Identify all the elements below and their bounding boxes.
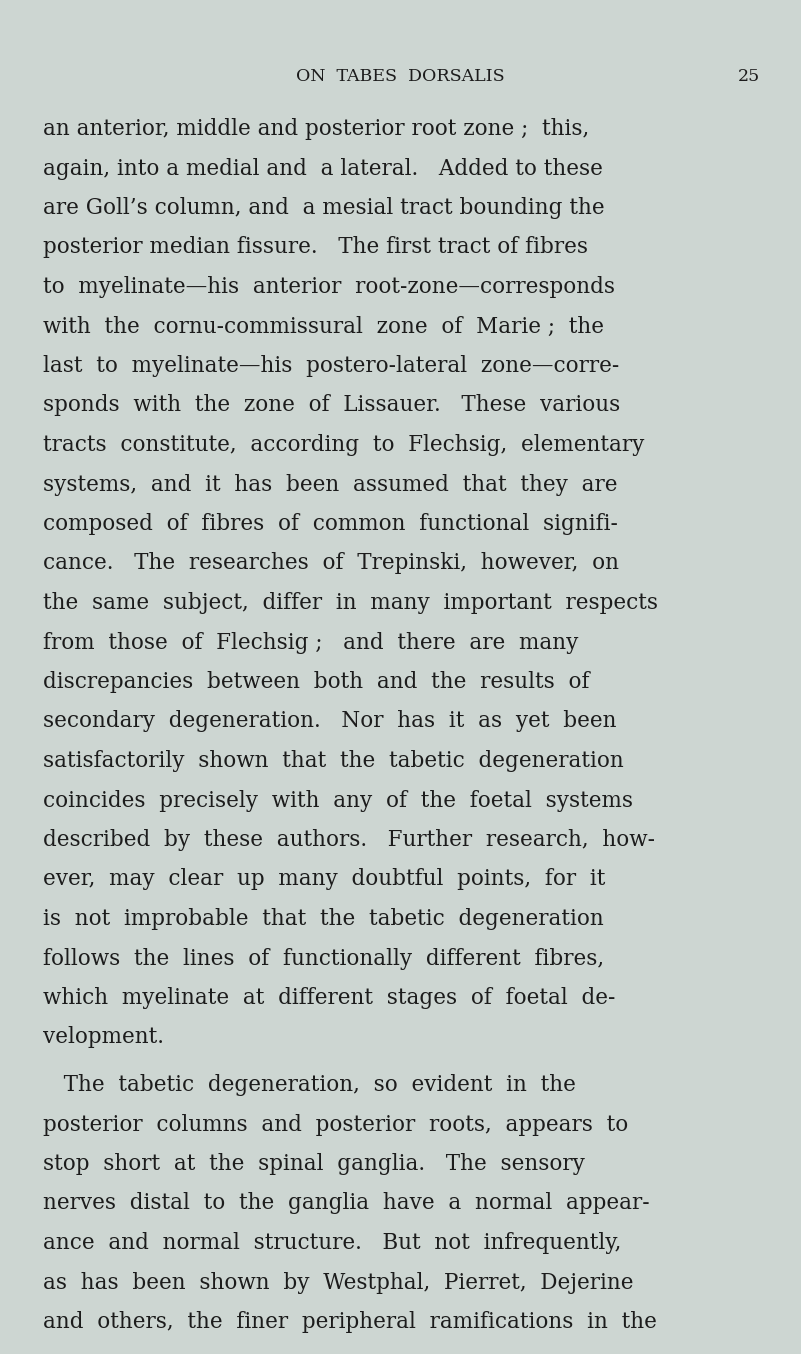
Text: posterior median fissure.   The first tract of fibres: posterior median fissure. The first trac… xyxy=(43,237,588,259)
Text: ON  TABES  DORSALIS: ON TABES DORSALIS xyxy=(296,68,505,85)
Text: which  myelinate  at  different  stages  of  foetal  de-: which myelinate at different stages of f… xyxy=(43,987,615,1009)
Text: secondary  degeneration.   Nor  has  it  as  yet  been: secondary degeneration. Nor has it as ye… xyxy=(43,711,617,733)
Text: discrepancies  between  both  and  the  results  of: discrepancies between both and the resul… xyxy=(43,672,590,693)
Text: coincides  precisely  with  any  of  the  foetal  systems: coincides precisely with any of the foet… xyxy=(43,789,633,811)
Text: are Goll’s column, and  a mesial tract bounding the: are Goll’s column, and a mesial tract bo… xyxy=(43,196,605,219)
Text: follows  the  lines  of  functionally  different  fibres,: follows the lines of functionally differ… xyxy=(43,948,604,969)
Text: the  same  subject,  differ  in  many  important  respects: the same subject, differ in many importa… xyxy=(43,592,658,613)
Text: stop  short  at  the  spinal  ganglia.   The  sensory: stop short at the spinal ganglia. The se… xyxy=(43,1154,585,1175)
Text: systems,  and  it  has  been  assumed  that  they  are: systems, and it has been assumed that th… xyxy=(43,474,618,496)
Text: as  has  been  shown  by  Westphal,  Pierret,  Dejerine: as has been shown by Westphal, Pierret, … xyxy=(43,1271,634,1293)
Text: posterior  columns  and  posterior  roots,  appears  to: posterior columns and posterior roots, a… xyxy=(43,1113,628,1136)
Text: The  tabetic  degeneration,  so  evident  in  the: The tabetic degeneration, so evident in … xyxy=(43,1074,576,1095)
Text: ever,  may  clear  up  many  doubtful  points,  for  it: ever, may clear up many doubtful points,… xyxy=(43,868,606,891)
Text: again, into a medial and  a lateral.   Added to these: again, into a medial and a lateral. Adde… xyxy=(43,157,603,180)
Text: nerves  distal  to  the  ganglia  have  a  normal  appear-: nerves distal to the ganglia have a norm… xyxy=(43,1193,650,1215)
Text: described  by  these  authors.   Further  research,  how-: described by these authors. Further rese… xyxy=(43,829,655,852)
Text: composed  of  fibres  of  common  functional  signifi-: composed of fibres of common functional … xyxy=(43,513,618,535)
Text: to  myelinate—his  anterior  root-zone—corresponds: to myelinate—his anterior root-zone—corr… xyxy=(43,276,615,298)
Text: is  not  improbable  that  the  tabetic  degeneration: is not improbable that the tabetic degen… xyxy=(43,909,604,930)
Text: last  to  myelinate—his  postero-lateral  zone—corre-: last to myelinate—his postero-lateral zo… xyxy=(43,355,619,376)
Text: tracts  constitute,  according  to  Flechsig,  elementary: tracts constitute, according to Flechsig… xyxy=(43,435,644,456)
Text: cance.   The  researches  of  Trepinski,  however,  on: cance. The researches of Trepinski, howe… xyxy=(43,552,619,574)
Text: 25: 25 xyxy=(738,68,760,85)
Text: and  others,  the  finer  peripheral  ramifications  in  the: and others, the finer peripheral ramific… xyxy=(43,1311,657,1332)
Text: from  those  of  Flechsig ;   and  there  are  many: from those of Flechsig ; and there are m… xyxy=(43,631,578,654)
Text: velopment.: velopment. xyxy=(43,1026,164,1048)
Text: sponds  with  the  zone  of  Lissauer.   These  various: sponds with the zone of Lissauer. These … xyxy=(43,394,620,417)
Text: an anterior, middle and posterior root zone ;  this,: an anterior, middle and posterior root z… xyxy=(43,118,590,139)
Text: ance  and  normal  structure.   But  not  infrequently,: ance and normal structure. But not infre… xyxy=(43,1232,622,1254)
Text: with  the  cornu-commissural  zone  of  Marie ;  the: with the cornu-commissural zone of Marie… xyxy=(43,315,604,337)
Text: satisfactorily  shown  that  the  tabetic  degeneration: satisfactorily shown that the tabetic de… xyxy=(43,750,624,772)
